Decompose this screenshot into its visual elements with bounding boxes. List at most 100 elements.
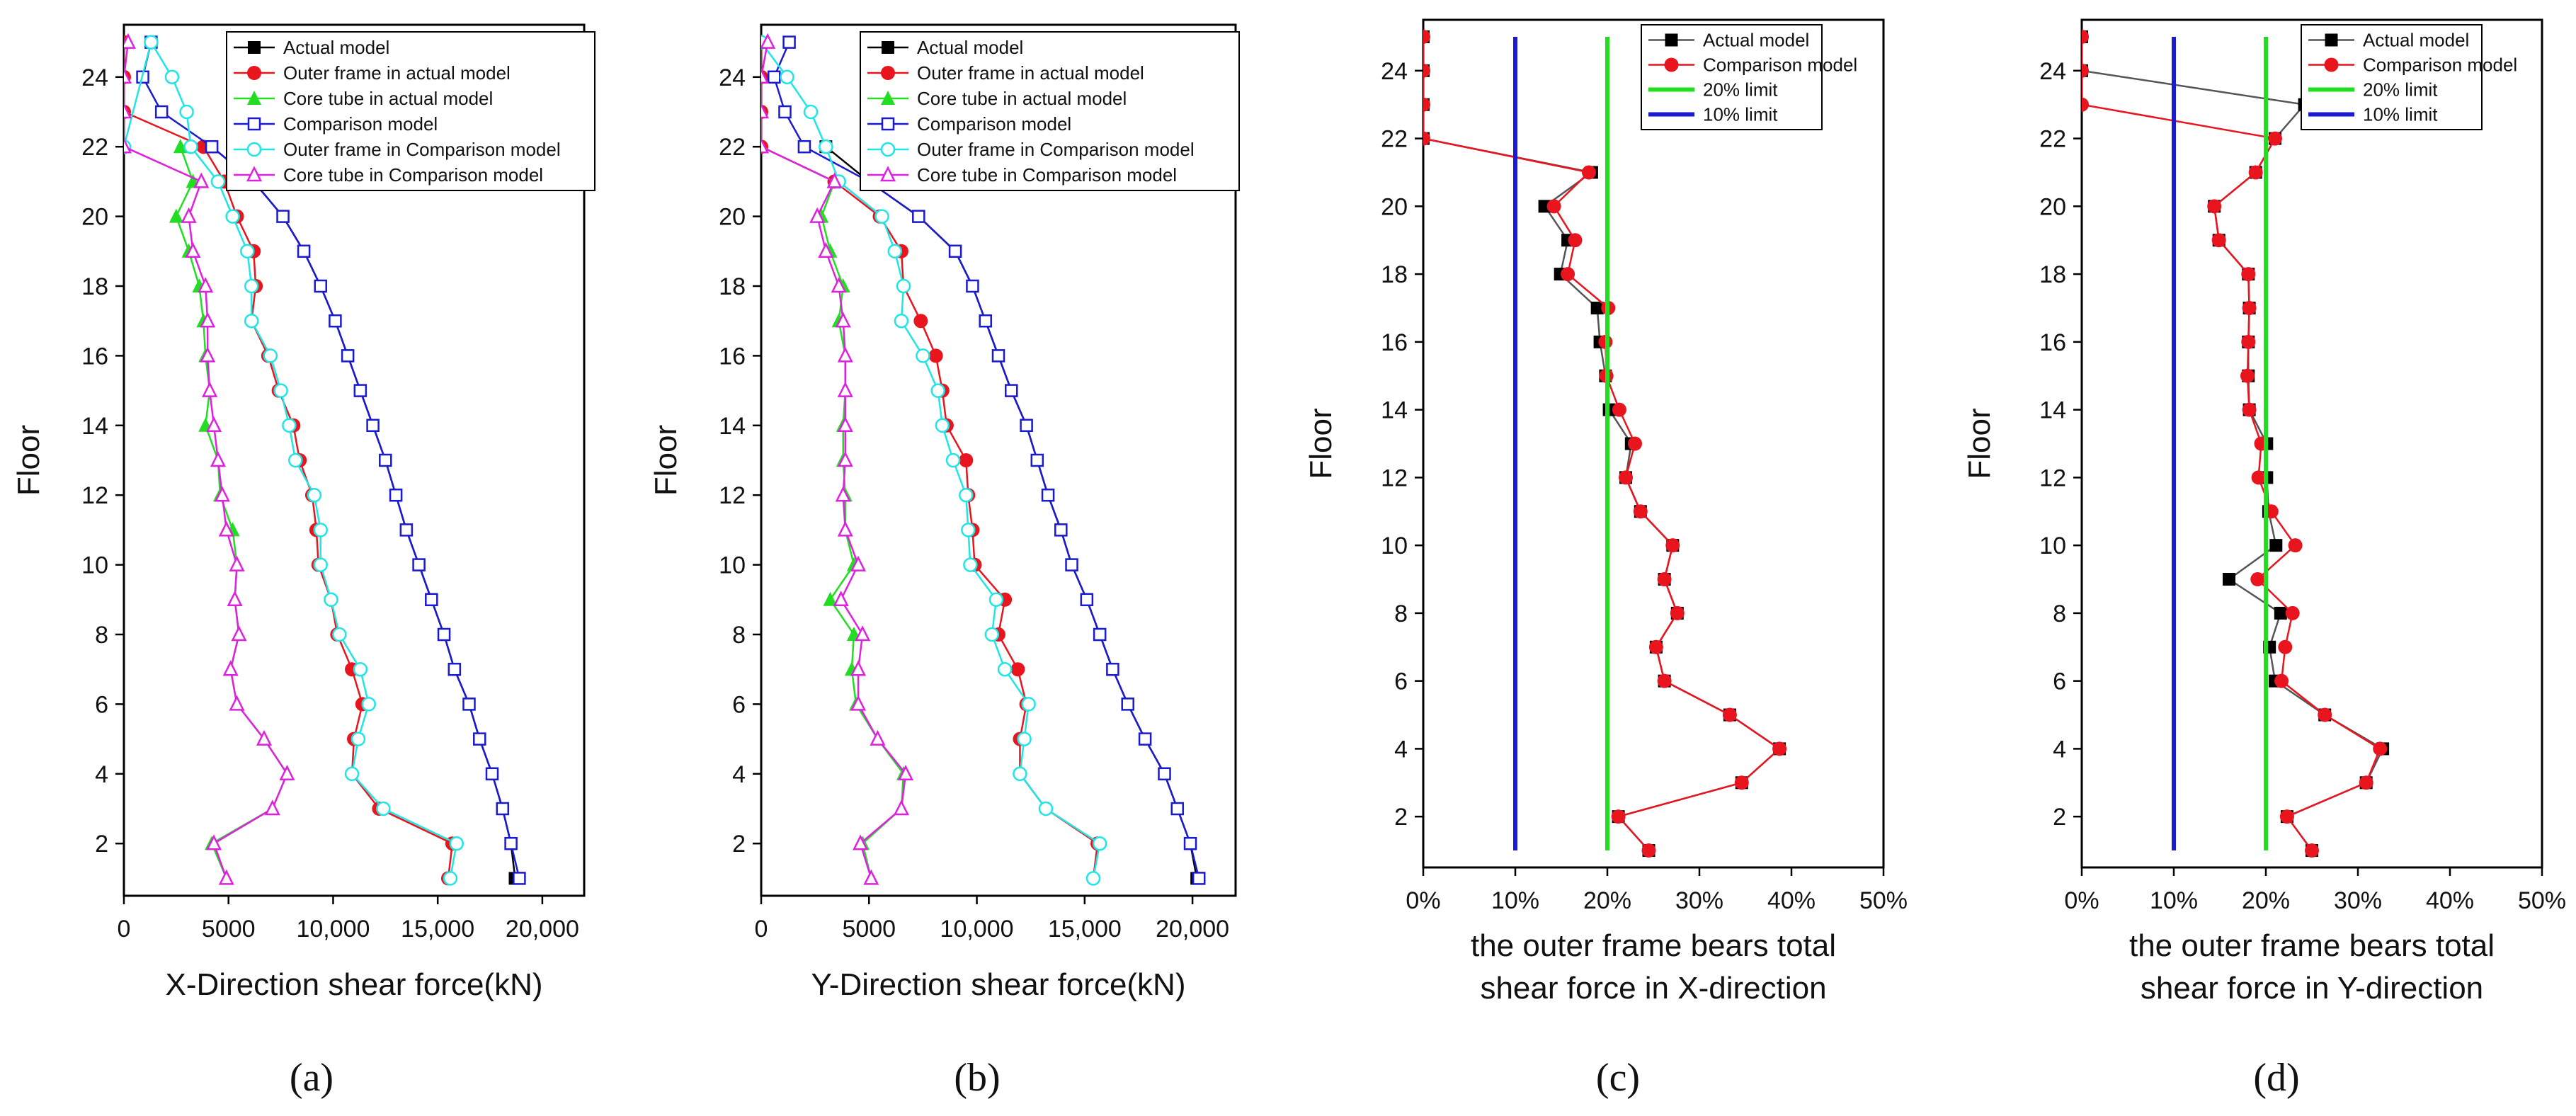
x-axis-label-line: the outer frame bears total (2129, 928, 2495, 963)
data-point (2241, 334, 2256, 349)
data-point (229, 695, 245, 711)
data-point (200, 346, 216, 363)
y-tick-label: 18 (81, 273, 108, 300)
data-point (1657, 673, 1672, 688)
y-tick-label: 20 (1381, 193, 1408, 220)
data-point (124, 103, 132, 119)
data-point (913, 314, 928, 329)
legend: Actual model Outer frame in actual model C… (226, 31, 595, 191)
series-outer-frame-in-comparison-model (124, 35, 465, 886)
series-line (1423, 36, 1782, 851)
y-tick-label: 16 (719, 343, 746, 370)
x-tick-label: 20,000 (1156, 916, 1229, 943)
data-point (1005, 384, 1018, 397)
data-point (1611, 809, 1626, 824)
legend-box (226, 31, 595, 191)
data-point (183, 139, 198, 154)
legend-entry: Comparison model (2363, 55, 2517, 76)
x-tick-label: 10,000 (940, 916, 1014, 943)
chart-panel-d: 0% 10% 20% 30% 40% 50%24681012141618202224Flo… (1962, 18, 2566, 1100)
legend: Actual model Comparison model 20% limit 10%… (1641, 24, 1857, 130)
legend-entry: 20% limit (2363, 79, 2438, 101)
data-point (185, 242, 201, 258)
data-point (332, 627, 347, 642)
chart-panel-a: 0 5000 10,000 15,000 20,00024681012141618202… (11, 23, 595, 1100)
data-point (1657, 572, 1672, 587)
data-point (870, 729, 886, 746)
x-tick-label: 0 (118, 916, 131, 943)
data-point (2251, 470, 2266, 485)
y-tick-label: 22 (2039, 126, 2066, 153)
y-tick-label: 10 (719, 552, 746, 579)
y-axis-label: Floor (649, 425, 683, 496)
data-point (222, 660, 239, 676)
series-actual-model (2082, 30, 2390, 858)
data-point (761, 103, 770, 119)
data-point (353, 661, 368, 677)
data-point (264, 799, 280, 816)
y-tick-label: 14 (719, 413, 746, 440)
data-point (193, 172, 210, 188)
data-point (2373, 741, 2388, 756)
y-tick-label: 24 (1381, 58, 1408, 85)
data-point (273, 383, 288, 398)
data-point (351, 731, 366, 746)
data-point (1054, 523, 1068, 537)
y-tick-label: 4 (1394, 736, 1408, 763)
legend-marker (1665, 33, 1678, 47)
plot-frame (122, 23, 586, 897)
data-point (2288, 538, 2303, 553)
data-point (210, 451, 226, 467)
x-tick-label: 40% (1767, 887, 1816, 914)
data-point (835, 312, 851, 328)
x-tick-label: 50% (2518, 887, 2566, 914)
plot-frame (760, 23, 1237, 897)
series-core-tube-in-comparison-model (761, 33, 914, 885)
data-point (1192, 872, 1206, 885)
legend-entry: Outer frame in Comparison model (917, 139, 1195, 160)
legend-marker (879, 166, 896, 182)
data-point (225, 209, 240, 224)
data-point (2318, 707, 2332, 722)
y-tick-label: 20 (719, 204, 746, 231)
y-tick-label: 6 (2053, 668, 2066, 695)
data-point (314, 279, 327, 293)
data-point (2241, 267, 2256, 282)
legend-marker (881, 66, 895, 80)
x-axis-label: Y-Direction shear force(kN) (811, 967, 1186, 1002)
data-point (887, 244, 903, 259)
y-tick-label: 4 (732, 761, 746, 788)
y-tick-label: 16 (1381, 329, 1408, 356)
legend-marker (246, 166, 263, 182)
data-point (1670, 605, 1685, 620)
data-point (916, 348, 930, 363)
data-point (2211, 233, 2226, 248)
data-point (761, 68, 770, 84)
data-point (833, 591, 849, 607)
data-point (279, 765, 295, 781)
data-point (205, 140, 219, 154)
data-point (376, 801, 391, 816)
y-axis-label: Floor (1962, 408, 1997, 479)
data-point (1568, 233, 1583, 248)
x-tick-label: 5000 (842, 916, 896, 943)
legend: Actual model Comparison model 20% limit 10%… (2301, 24, 2517, 130)
data-point (437, 627, 451, 642)
data-point (935, 418, 950, 433)
x-tick-label: 15,000 (401, 916, 474, 943)
data-point (928, 348, 943, 363)
data-point (961, 523, 976, 537)
data-point (1170, 802, 1185, 816)
data-point (282, 418, 297, 433)
data-point (496, 802, 510, 816)
series-actual-model (1423, 30, 1786, 858)
data-point (240, 244, 255, 259)
subfigure-label: (a) (290, 1056, 334, 1100)
data-point (1772, 741, 1787, 756)
data-point (124, 33, 136, 49)
data-point (855, 625, 871, 642)
data-point (313, 523, 328, 537)
y-tick-label: 12 (1381, 465, 1408, 491)
y-tick-label: 12 (81, 482, 108, 509)
data-point (244, 278, 259, 294)
